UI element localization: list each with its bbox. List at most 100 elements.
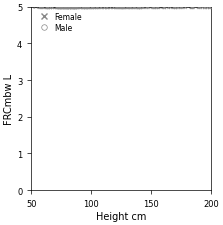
Point <box>135 6 139 9</box>
Point <box>87 6 91 9</box>
Point <box>189 6 193 9</box>
Point <box>62 6 66 9</box>
Point <box>64 6 67 9</box>
Point <box>52 6 56 9</box>
Point <box>55 6 58 9</box>
Point <box>57 6 61 9</box>
Point <box>67 6 71 9</box>
Point <box>68 6 72 9</box>
Point <box>76 6 80 9</box>
Point <box>123 6 126 9</box>
Point <box>69 6 73 9</box>
Point <box>97 6 100 9</box>
Point <box>76 6 80 9</box>
Point <box>80 6 83 9</box>
Point <box>69 6 73 9</box>
Point <box>175 6 179 9</box>
Point <box>99 6 103 9</box>
Point <box>71 6 75 9</box>
Point <box>55 6 58 9</box>
Point <box>130 6 134 9</box>
Point <box>71 6 74 9</box>
Point <box>173 6 177 9</box>
Point <box>58 6 62 9</box>
Point <box>72 6 76 9</box>
Point <box>66 6 70 9</box>
Point <box>75 6 79 9</box>
Point <box>167 6 171 9</box>
Point <box>112 6 116 9</box>
Point <box>71 6 74 9</box>
Point <box>71 6 75 9</box>
Point <box>102 6 106 9</box>
Point <box>63 6 66 9</box>
Point <box>55 6 58 9</box>
Point <box>53 6 57 9</box>
Point <box>61 6 65 9</box>
Point <box>86 6 89 9</box>
Point <box>80 6 84 9</box>
Point <box>91 6 95 9</box>
Point <box>76 6 80 9</box>
Point <box>184 6 187 9</box>
Point <box>104 6 108 9</box>
Point <box>110 6 114 9</box>
Point <box>161 6 164 9</box>
Point <box>49 6 53 9</box>
Point <box>207 6 211 9</box>
Point <box>159 6 163 9</box>
Point <box>108 6 112 9</box>
Point <box>202 6 206 9</box>
Point <box>50 6 54 9</box>
Point <box>62 6 66 9</box>
Point <box>117 6 121 9</box>
Point <box>95 6 98 9</box>
Point <box>53 6 56 9</box>
Point <box>63 6 67 9</box>
Point <box>82 6 85 9</box>
Point <box>58 6 61 9</box>
Point <box>123 6 127 9</box>
Point <box>44 6 47 9</box>
Point <box>75 6 78 9</box>
Point <box>81 6 84 9</box>
Point <box>146 6 149 9</box>
Point <box>136 6 140 9</box>
Point <box>91 6 94 9</box>
Point <box>173 6 176 9</box>
Point <box>189 6 192 9</box>
Point <box>57 6 61 9</box>
Point <box>151 6 154 9</box>
Point <box>125 6 129 9</box>
Point <box>104 6 108 9</box>
Point <box>109 6 113 9</box>
Point <box>59 6 62 9</box>
Point <box>155 6 159 9</box>
Point <box>63 6 66 9</box>
Point <box>84 6 87 9</box>
Point <box>84 6 87 9</box>
Point <box>157 6 160 9</box>
Point <box>124 6 128 9</box>
Point <box>84 6 88 9</box>
Point <box>99 6 102 9</box>
Point <box>178 6 182 9</box>
Point <box>62 6 66 9</box>
Point <box>90 6 94 9</box>
Point <box>173 6 177 9</box>
Point <box>54 6 58 9</box>
Point <box>87 6 90 9</box>
Point <box>72 6 76 9</box>
Point <box>48 6 52 9</box>
Point <box>111 6 114 9</box>
Point <box>114 6 118 9</box>
Point <box>72 6 76 9</box>
Point <box>128 6 132 9</box>
Point <box>84 6 87 9</box>
Point <box>179 6 183 9</box>
Point <box>61 6 64 9</box>
Point <box>64 6 67 9</box>
Point <box>39 6 43 9</box>
Point <box>128 6 132 9</box>
Point <box>111 6 114 9</box>
